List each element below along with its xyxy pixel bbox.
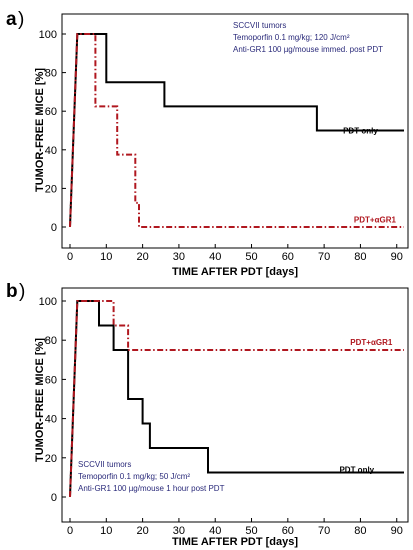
panel-b-annotation-line-2: Temoporfin 0.1 mg/kg; 50 J/cm² bbox=[78, 472, 190, 481]
panel-a-x-tick-label: 20 bbox=[136, 251, 148, 263]
panel-b-y-tick-label: 80 bbox=[45, 335, 57, 347]
panel-b-x-tick-label: 60 bbox=[282, 525, 294, 537]
panel-b-y-tick-label: 20 bbox=[45, 453, 57, 465]
panel-b: b ) 0 10 20 30 40 50 60 70 80 90 0 20 40 60 80 100 TUMO… bbox=[6, 281, 409, 548]
panel-b-y-tick-label: 0 bbox=[51, 492, 57, 504]
panel-a-annotation-line-3: Anti-GR1 100 µg/mouse immed. post PDT bbox=[233, 45, 383, 54]
panel-b-x-tick-label: 50 bbox=[245, 525, 257, 537]
panel-b-x-tick-label: 40 bbox=[209, 525, 221, 537]
panel-a-x-tick-label: 50 bbox=[245, 251, 257, 263]
panel-b-label: b bbox=[6, 281, 18, 302]
panel-b-ticks: 0 10 20 30 40 50 60 70 80 90 0 20 40 60 80 100 bbox=[39, 296, 403, 537]
panel-a-y-tick-label: 80 bbox=[45, 68, 57, 80]
panel-b-series-alpha-gr1-line bbox=[69, 300, 404, 498]
panel-b-series-pdt-only-label: PDT only bbox=[339, 466, 374, 475]
panel-a-label: a bbox=[6, 9, 17, 30]
panel-a-y-tick-label: 60 bbox=[45, 106, 57, 118]
panel-a-x-tick-label: 70 bbox=[318, 251, 330, 263]
panel-a-x-tick-label: 0 bbox=[67, 251, 73, 263]
panel-b-series-alpha-gr1-label: PDT+αGR1 bbox=[350, 338, 393, 347]
panel-b-x-tick-label: 80 bbox=[354, 525, 366, 537]
panel-a-ticks: 0 10 20 30 40 50 60 70 80 90 0 20 40 60 80 100 bbox=[39, 29, 403, 263]
panel-a-x-tick-label: 90 bbox=[391, 251, 403, 263]
panel-b-annotation-line-3: Anti-GR1 100 µg/mouse 1 hour post PDT bbox=[78, 484, 225, 493]
panel-b-y-axis-label: TUMOR-FREE MICE [%] bbox=[34, 338, 46, 462]
panel-a-series-group: PDT only PDT+αGR1 bbox=[69, 33, 404, 228]
panel-b-series-group: PDT only PDT+αGR1 bbox=[69, 300, 404, 498]
panel-b-paren: ) bbox=[19, 281, 25, 302]
panel-a: a ) 0 10 20 30 40 50 60 70 80 90 0 20 40 60 80 100 TUMO… bbox=[6, 9, 409, 278]
panel-a-x-tick-label: 80 bbox=[354, 251, 366, 263]
panel-a-y-tick-label: 0 bbox=[51, 222, 57, 234]
panel-a-y-tick-label: 20 bbox=[45, 183, 57, 195]
panel-a-series-alpha-gr1-line bbox=[69, 33, 404, 228]
panel-a-series-alpha-gr1-label: PDT+αGR1 bbox=[354, 215, 397, 224]
panel-b-y-tick-label: 100 bbox=[39, 296, 57, 308]
panel-b-y-tick-label: 60 bbox=[45, 374, 57, 386]
panel-a-x-tick-label: 10 bbox=[100, 251, 112, 263]
panel-b-x-axis-label: TIME AFTER PDT [days] bbox=[172, 536, 298, 548]
panel-b-annotation-line-1: SCCVII tumors bbox=[78, 460, 131, 469]
panel-b-x-tick-label: 20 bbox=[136, 525, 148, 537]
panel-b-x-tick-label: 30 bbox=[173, 525, 185, 537]
panel-b-plot-frame bbox=[61, 287, 409, 523]
panel-a-series-pdt-only-label: PDT only bbox=[343, 127, 378, 136]
panel-b-x-tick-label: 90 bbox=[391, 525, 403, 537]
panel-a-y-axis-label: TUMOR-FREE MICE [%] bbox=[34, 68, 46, 192]
panel-a-annotation-line-1: SCCVII tumors bbox=[233, 21, 286, 30]
panel-b-x-tick-label: 70 bbox=[318, 525, 330, 537]
panel-a-x-tick-label: 40 bbox=[209, 251, 221, 263]
panel-a-y-tick-label: 40 bbox=[45, 145, 57, 157]
panel-a-y-tick-label: 100 bbox=[39, 29, 57, 41]
panel-a-x-tick-label: 60 bbox=[282, 251, 294, 263]
panel-a-plot-frame bbox=[61, 13, 409, 249]
panel-b-x-tick-label: 0 bbox=[67, 525, 73, 537]
panel-a-annotation-line-2: Temoporfin 0.1 mg/kg; 120 J/cm² bbox=[233, 33, 350, 42]
panel-a-paren: ) bbox=[18, 9, 24, 30]
panel-b-x-tick-label: 10 bbox=[100, 525, 112, 537]
panel-a-x-axis-label: TIME AFTER PDT [days] bbox=[172, 266, 298, 278]
panel-a-x-tick-label: 30 bbox=[173, 251, 185, 263]
panel-b-series-pdt-only-line bbox=[69, 300, 404, 498]
panel-b-y-tick-label: 40 bbox=[45, 414, 57, 426]
